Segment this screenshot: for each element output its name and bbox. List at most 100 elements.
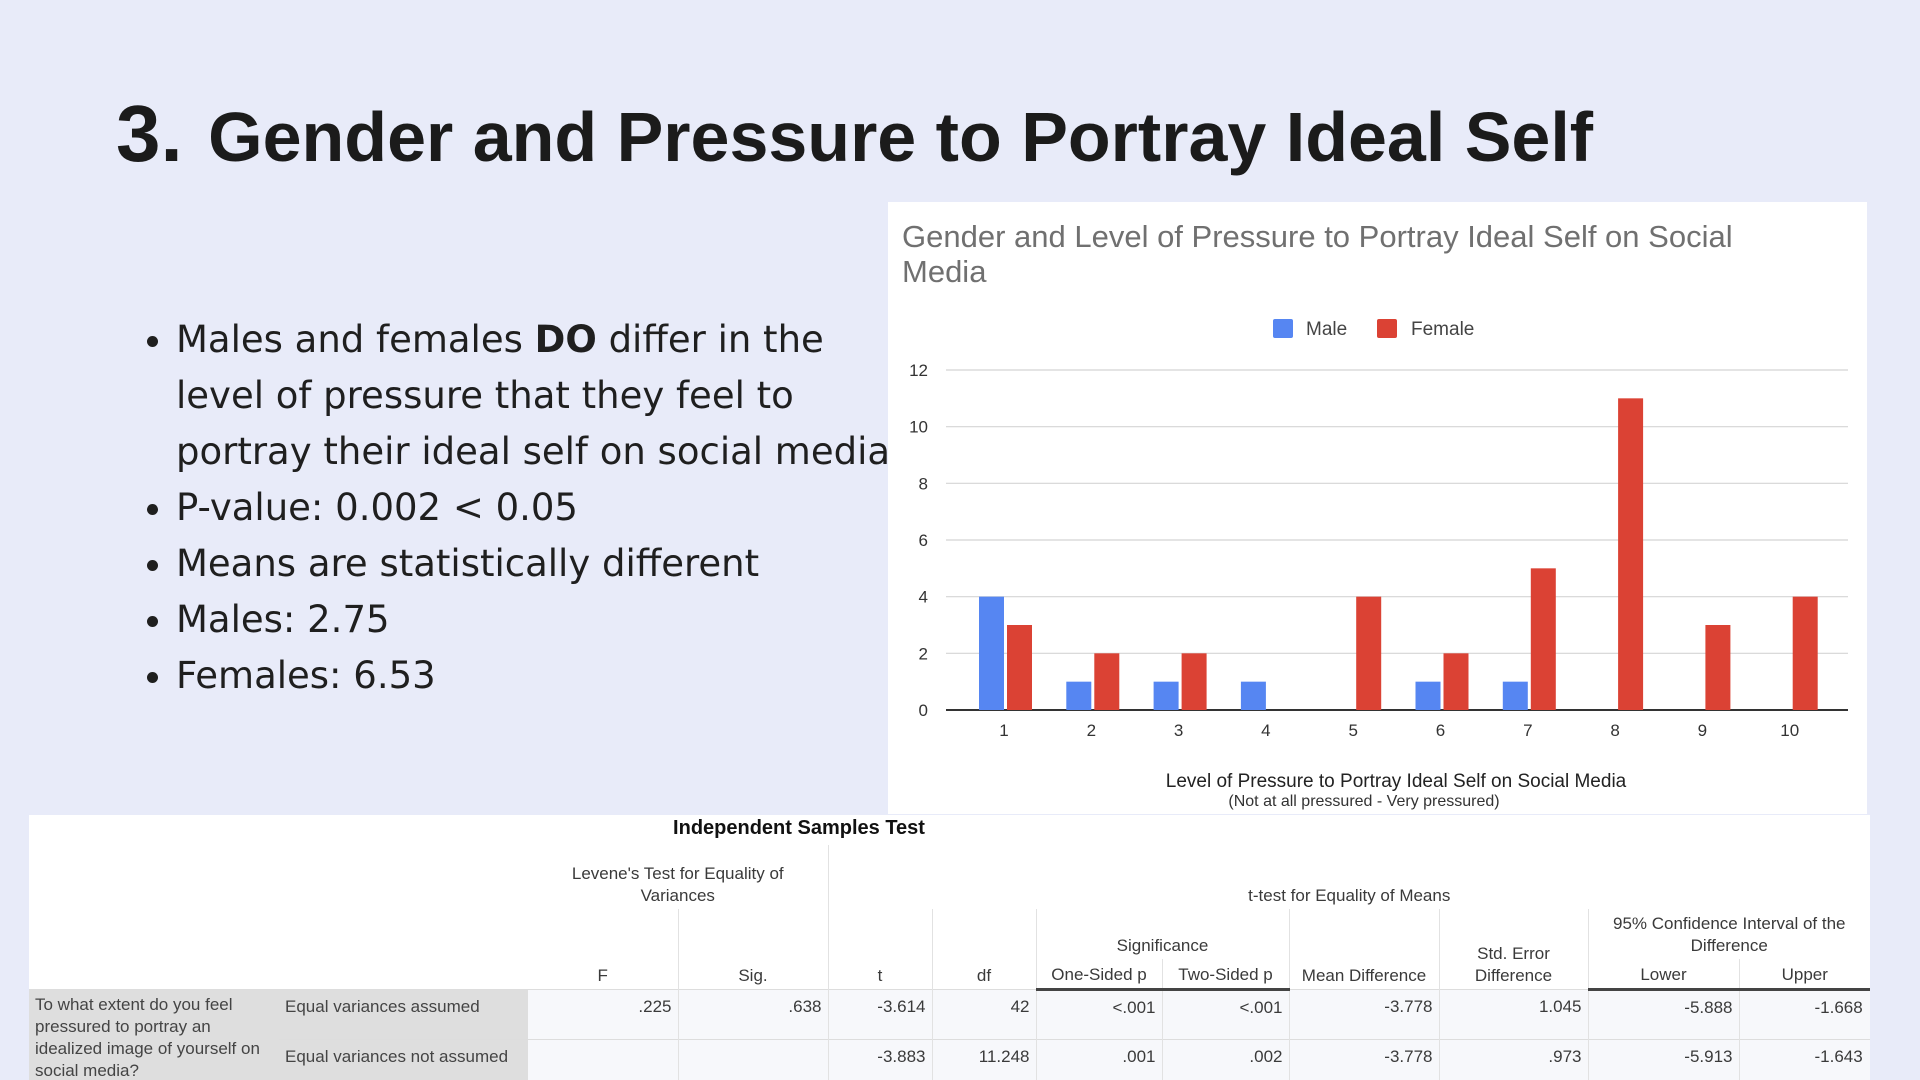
- bullet-text: Males: 2.75: [176, 598, 390, 641]
- cell: -3.883: [827, 1038, 932, 1080]
- bar-female-9: [1705, 625, 1731, 710]
- row-label: Equal variances not assumed: [279, 1038, 528, 1080]
- x-axis-subtitle: (Not at all pressured - Very pressured): [1228, 793, 1499, 810]
- bullet-text: differ in the level of pressure that the…: [176, 318, 891, 473]
- row-group-label: To what extent do you feel pressured to …: [29, 988, 279, 1080]
- independent-samples-test-table: Independent Samples Test Levene's Test f…: [29, 815, 1870, 1080]
- bar-female-6: [1443, 653, 1469, 710]
- bar-chart: Gender and Level of Pressure to Portray …: [888, 202, 1867, 814]
- bar-female-3: [1181, 653, 1207, 710]
- bar-male-4: [1240, 681, 1266, 710]
- legend-swatch-female: [1377, 319, 1397, 338]
- col-std-error-difference: Std. Error Difference: [1438, 909, 1588, 989]
- x-tick-label: 7: [1523, 721, 1532, 740]
- x-tick-label: 9: [1698, 721, 1707, 740]
- bullet-item: Means are statistically different: [176, 536, 896, 592]
- table-row: To what extent do you feel pressured to …: [29, 988, 1870, 1080]
- x-tick-label: 2: [1087, 721, 1096, 740]
- col-upper: Upper: [1738, 959, 1870, 991]
- chart-title-line2: Media: [902, 254, 987, 289]
- col-f: F: [597, 965, 608, 985]
- chart-title-line1: Gender and Level of Pressure to Portray …: [902, 219, 1733, 254]
- cell: -5.888: [1587, 988, 1739, 1039]
- row-label: Equal variances assumed: [279, 988, 528, 1039]
- cell: 42: [931, 988, 1036, 1039]
- x-tick-label: 3: [1174, 721, 1183, 740]
- bar-male-6: [1415, 681, 1441, 710]
- cell: -5.913: [1587, 1038, 1739, 1080]
- x-tick-label: 4: [1261, 721, 1270, 740]
- y-tick-label: 4: [919, 588, 928, 607]
- bar-female-10: [1792, 596, 1818, 710]
- bar-female-5: [1356, 596, 1382, 710]
- cell: .002: [1161, 1038, 1289, 1080]
- col-lower: Lower: [1587, 959, 1739, 991]
- legend-label-female: Female: [1411, 319, 1474, 340]
- ci-header: 95% Confidence Interval of the Differenc…: [1587, 909, 1870, 959]
- x-tick-label: 5: [1348, 721, 1357, 740]
- bar-female-7: [1530, 568, 1556, 710]
- y-tick-label: 6: [919, 531, 928, 550]
- bullet-item: Males: 2.75: [176, 592, 896, 648]
- bar-male-3: [1153, 681, 1179, 710]
- bullet-text: Means are statistically different: [176, 542, 760, 585]
- cell: -1.643: [1738, 1038, 1870, 1080]
- col-t: t: [827, 909, 932, 989]
- legend-label-male: Male: [1306, 319, 1347, 340]
- table-title: Independent Samples Test: [673, 817, 925, 839]
- cell: .225: [528, 988, 678, 1039]
- cell: -1.668: [1738, 988, 1870, 1039]
- col-one-sided-p: One-Sided p: [1035, 959, 1162, 991]
- col-two-sided-p: Two-Sided p: [1161, 959, 1289, 991]
- y-tick-label: 2: [919, 644, 928, 663]
- cell: -3.778: [1288, 988, 1439, 1039]
- bullet-text: Females: 6.53: [176, 654, 436, 697]
- bar-female-2: [1094, 653, 1120, 710]
- ttest-header: t-test for Equality of Means: [827, 845, 1870, 909]
- slide-title-text: Gender and Pressure to Portray Ideal Sel…: [208, 98, 1594, 176]
- col-sig: Sig.: [677, 909, 828, 989]
- x-tick-label: 6: [1436, 721, 1445, 740]
- cell: -3.778: [1288, 1038, 1439, 1080]
- col-df: df: [931, 909, 1036, 989]
- bar-female-1: [1007, 625, 1032, 710]
- x-tick-label: 10: [1780, 721, 1799, 740]
- cell: .638: [677, 988, 828, 1039]
- slide-number: 3.: [116, 89, 183, 178]
- levene-header: Levene's Test for Equality of Variances: [571, 864, 784, 905]
- bullet-item: Males and females DO differ in the level…: [176, 312, 896, 480]
- legend-swatch-male: [1273, 319, 1293, 338]
- slide-title: 3. Gender and Pressure to Portray Ideal …: [116, 88, 1593, 180]
- x-axis-title: Level of Pressure to Portray Ideal Self …: [1166, 771, 1627, 792]
- bullet-list: Males and females DO differ in the level…: [140, 312, 896, 704]
- cell: <.001: [1161, 988, 1289, 1039]
- header-blank: [29, 845, 528, 989]
- y-tick-label: 10: [909, 418, 928, 437]
- cell: 11.248: [931, 1038, 1036, 1080]
- bar-male-7: [1502, 681, 1528, 710]
- bullet-emphasis: DO: [534, 318, 597, 361]
- y-tick-label: 8: [919, 474, 928, 493]
- cell: .001: [1035, 1038, 1162, 1080]
- bullet-text: P-value: 0.002 < 0.05: [176, 486, 578, 529]
- chart-svg: Gender and Level of Pressure to Portray …: [902, 219, 1848, 810]
- cell: .973: [1438, 1038, 1588, 1080]
- cell: -3.614: [827, 988, 932, 1039]
- bar-male-2: [1066, 681, 1092, 710]
- bar-male-1: [979, 596, 1004, 710]
- y-tick-label: 0: [919, 701, 928, 720]
- cell: [528, 1038, 678, 1080]
- bar-female-8: [1618, 398, 1644, 710]
- cell: 1.045: [1438, 988, 1588, 1039]
- cell: <.001: [1035, 988, 1162, 1039]
- table-row: Equal variances not assumed -3.883 11.24…: [29, 1038, 1870, 1080]
- cell: [677, 1038, 828, 1080]
- bullet-item: P-value: 0.002 < 0.05: [176, 480, 896, 536]
- x-tick-label: 8: [1610, 721, 1619, 740]
- col-mean-difference: Mean Difference: [1288, 909, 1439, 989]
- significance-header: Significance: [1035, 909, 1289, 959]
- bullet-text: Males and females: [176, 318, 535, 361]
- x-tick-label: 1: [999, 721, 1008, 740]
- y-tick-label: 12: [909, 361, 928, 380]
- bullet-item: Females: 6.53: [176, 648, 896, 704]
